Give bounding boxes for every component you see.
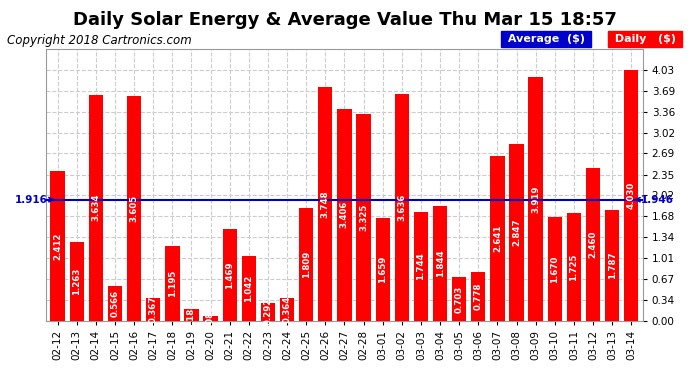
Bar [548, 217, 562, 321]
Bar [184, 309, 199, 321]
Bar [490, 156, 504, 321]
Bar [70, 242, 84, 321]
Bar [605, 210, 620, 321]
Text: Copyright 2018 Cartronics.com: Copyright 2018 Cartronics.com [7, 34, 192, 47]
Text: 1.946: 1.946 [635, 195, 674, 205]
Bar [299, 208, 313, 321]
Text: 3.325: 3.325 [359, 204, 368, 231]
Text: 3.748: 3.748 [321, 190, 330, 218]
Text: 0.364: 0.364 [283, 296, 292, 323]
Bar [395, 94, 409, 321]
Text: 0.367: 0.367 [149, 296, 158, 323]
Bar [375, 217, 390, 321]
Text: 1.263: 1.263 [72, 268, 81, 295]
Bar [529, 77, 543, 321]
Text: 1.725: 1.725 [569, 254, 578, 281]
Text: 1.744: 1.744 [417, 253, 426, 280]
Bar [146, 298, 160, 321]
Text: 1.787: 1.787 [608, 251, 617, 279]
Text: 3.406: 3.406 [340, 201, 349, 228]
Bar [204, 316, 218, 321]
Text: 2.847: 2.847 [512, 218, 521, 246]
Text: 2.460: 2.460 [589, 231, 598, 258]
Bar [165, 246, 179, 321]
Text: 3.605: 3.605 [130, 195, 139, 222]
Text: 1.916: 1.916 [15, 195, 54, 205]
Text: 3.636: 3.636 [397, 194, 406, 221]
Text: 0.778: 0.778 [474, 283, 483, 310]
Text: 0.703: 0.703 [455, 285, 464, 313]
Text: 3.919: 3.919 [531, 185, 540, 213]
Text: 0.292: 0.292 [264, 298, 273, 326]
Bar [223, 230, 237, 321]
Text: 1.469: 1.469 [225, 261, 234, 289]
Text: 2.412: 2.412 [53, 232, 62, 260]
Bar [108, 286, 122, 321]
Text: 1.809: 1.809 [302, 251, 310, 278]
Text: 4.030: 4.030 [627, 182, 635, 209]
Text: 3.634: 3.634 [91, 194, 100, 222]
Text: 0.084: 0.084 [206, 304, 215, 332]
Bar [433, 206, 447, 321]
Bar [471, 272, 486, 321]
Text: Daily   ($): Daily ($) [611, 34, 680, 44]
Bar [50, 171, 65, 321]
Bar [241, 256, 256, 321]
Bar [337, 109, 352, 321]
Bar [261, 303, 275, 321]
Bar [452, 277, 466, 321]
Text: 0.566: 0.566 [110, 290, 119, 317]
Text: 1.670: 1.670 [550, 255, 560, 282]
Bar [318, 87, 333, 321]
Bar [127, 96, 141, 321]
Bar [624, 70, 638, 321]
Bar [357, 114, 371, 321]
Text: Daily Solar Energy & Average Value Thu Mar 15 18:57: Daily Solar Energy & Average Value Thu M… [73, 11, 617, 29]
Bar [414, 212, 428, 321]
Bar [89, 94, 103, 321]
Text: 0.188: 0.188 [187, 302, 196, 328]
Text: 1.659: 1.659 [378, 256, 387, 283]
Bar [586, 168, 600, 321]
Bar [509, 144, 524, 321]
Text: 1.195: 1.195 [168, 270, 177, 297]
Text: 1.844: 1.844 [435, 250, 444, 277]
Bar [566, 213, 581, 321]
Text: 2.641: 2.641 [493, 225, 502, 252]
Bar [280, 298, 294, 321]
Text: Average  ($): Average ($) [504, 34, 589, 44]
Text: 1.042: 1.042 [244, 275, 253, 302]
